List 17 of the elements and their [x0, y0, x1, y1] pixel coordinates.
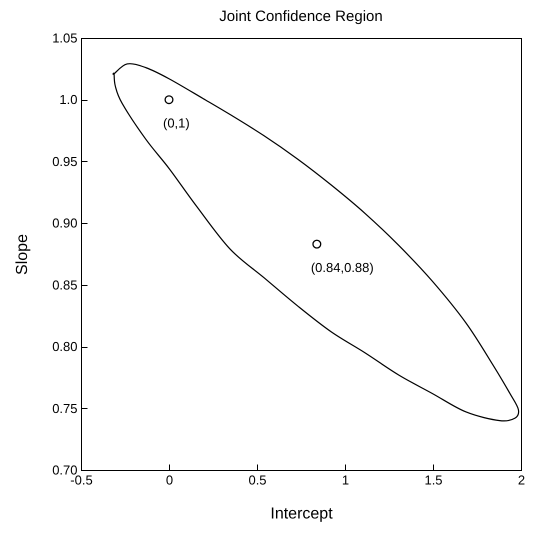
y-tick-label: 0.85: [52, 277, 78, 292]
chart-title: Joint Confidence Region: [219, 8, 383, 25]
y-tick-label: 0.75: [52, 400, 78, 416]
y-tick-label: 0.90: [52, 216, 78, 231]
x-axis-title: Intercept: [270, 506, 334, 522]
y-tick-label: 0.80: [52, 339, 78, 354]
x-tick-label: 0: [166, 472, 174, 488]
x-tick-label: 2: [518, 472, 526, 488]
y-tick-label: 1.0: [59, 92, 78, 108]
y-tick-label: 1.05: [52, 30, 78, 46]
y-axis-title: Slope: [14, 234, 32, 275]
y-tick-label: 0.95: [52, 154, 78, 169]
x-tick-label: 0.5: [248, 472, 267, 488]
annotation: (0.84,0.88): [310, 260, 374, 276]
annotation: (0,1): [163, 116, 190, 131]
x-tick-label: 1: [342, 472, 350, 488]
x-tick-label: 1.5: [424, 472, 443, 488]
